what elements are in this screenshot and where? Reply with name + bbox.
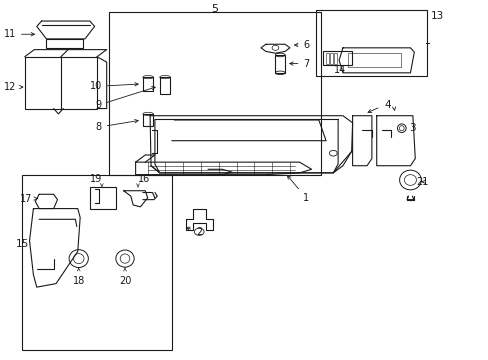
Text: 15: 15 [16, 239, 29, 249]
Text: 13: 13 [430, 11, 443, 21]
Text: 12: 12 [3, 82, 23, 92]
Bar [275, 55, 285, 73]
Text: 17: 17 [20, 194, 38, 203]
Text: 8: 8 [96, 120, 138, 132]
Text: 4: 4 [383, 100, 390, 110]
Text: 11: 11 [4, 29, 35, 39]
Text: 14: 14 [334, 65, 346, 75]
Bar [347, 53, 400, 67]
Bar [46, 39, 82, 48]
Text: 19: 19 [90, 174, 102, 184]
Text: 18: 18 [72, 276, 85, 286]
Text: 9: 9 [96, 87, 155, 110]
Text: 6: 6 [294, 40, 309, 50]
Text: 10: 10 [89, 81, 138, 91]
Text: 5: 5 [211, 4, 218, 14]
Bar [316, 10, 427, 76]
Text: 21: 21 [415, 177, 428, 187]
Bar [90, 187, 116, 208]
Bar [142, 114, 153, 126]
Bar [22, 175, 171, 350]
Bar [329, 53, 332, 64]
Bar [160, 77, 170, 94]
Bar [322, 51, 351, 65]
Text: 20: 20 [119, 276, 131, 286]
Text: 16: 16 [138, 174, 150, 184]
Text: 2: 2 [186, 227, 202, 237]
Text: 7: 7 [289, 59, 309, 68]
Bar [109, 12, 321, 175]
Bar [25, 57, 97, 109]
Bar [325, 53, 328, 64]
Text: 3: 3 [408, 123, 415, 133]
Bar [142, 77, 153, 91]
Bar [333, 53, 336, 64]
Text: 1: 1 [287, 176, 308, 203]
